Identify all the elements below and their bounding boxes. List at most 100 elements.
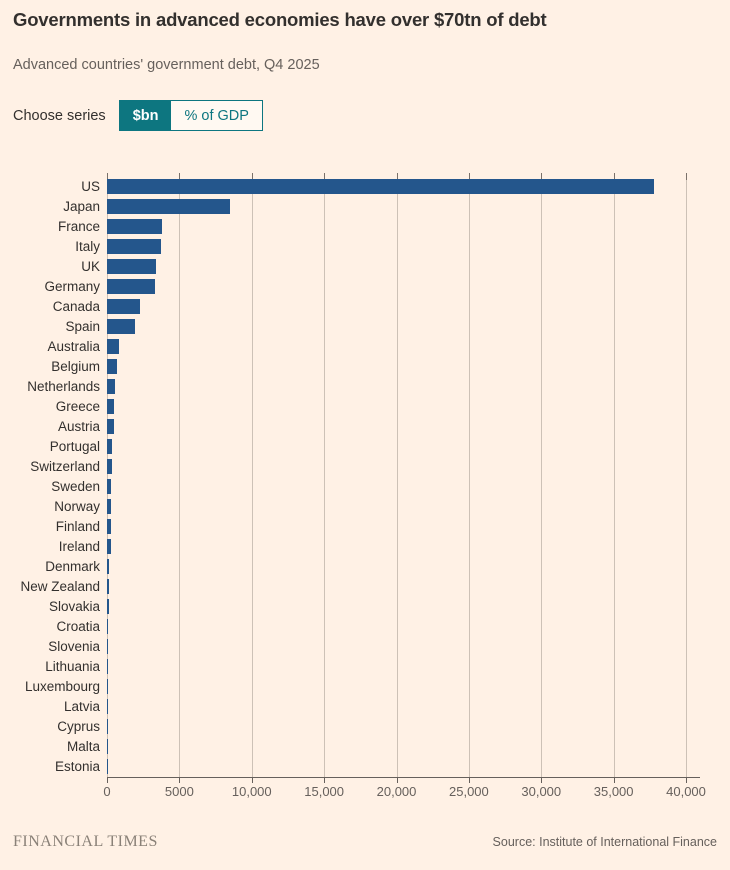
bar <box>107 319 136 334</box>
country-label: Slovakia <box>48 599 100 614</box>
bar-row: Australia <box>13 337 717 357</box>
bar-row: Switzerland <box>13 457 717 477</box>
axis-tick <box>613 778 615 783</box>
axis-tick <box>179 778 181 783</box>
bar-row: New Zealand <box>13 577 717 597</box>
gridline <box>613 176 615 778</box>
x-axis-labels: 0 5000 10,000 15,000 20,000 25,000 30,000 35,00… <box>103 778 706 800</box>
series-controls: Choose series $bn % of GDP <box>13 100 717 131</box>
country-label: Netherlands <box>27 379 100 394</box>
country-label: Estonia <box>54 759 100 774</box>
bar-row: Slovakia <box>13 597 717 617</box>
bar-track <box>107 737 686 757</box>
bar-track <box>107 237 686 257</box>
bar-track <box>107 177 686 197</box>
bar-track <box>107 217 686 237</box>
bar-track <box>107 617 686 637</box>
bar-row: France <box>13 217 717 237</box>
axis-tick <box>107 778 108 783</box>
bar <box>107 199 231 214</box>
chart-title: Governments in advanced economies have o… <box>13 9 547 30</box>
axis-tick <box>396 778 398 783</box>
bar-track <box>107 337 686 357</box>
financial-times-logo: FINANCIAL TIMES <box>13 833 158 850</box>
source-credit: Source: Institute of International Finan… <box>492 835 717 849</box>
axis-tick <box>468 778 470 783</box>
bar-row: Spain <box>13 317 717 337</box>
x-tick-label: 40,000 <box>666 784 706 799</box>
bar-row: Canada <box>13 297 717 317</box>
bar <box>107 539 111 554</box>
gridline <box>179 176 181 778</box>
bar <box>107 639 108 654</box>
bar <box>107 499 112 514</box>
bar-row: Ireland <box>13 537 717 557</box>
top-tick <box>468 173 470 180</box>
series-option-bn[interactable]: $bn <box>119 101 172 130</box>
country-label: Ireland <box>58 539 100 554</box>
bar-row: Belgium <box>13 357 717 377</box>
footer: FINANCIAL TIMES Source: Institute of Int… <box>13 833 717 851</box>
bar-row: Luxembourg <box>13 677 717 697</box>
country-label: Luxembourg <box>24 679 100 694</box>
bar-track <box>107 577 686 597</box>
bar-chart: US Japan France Italy UK Germany Canada Spain Au… <box>13 173 717 800</box>
gridline <box>686 176 687 778</box>
country-label: Austria <box>57 419 100 434</box>
country-label: Croatia <box>56 619 100 634</box>
country-label: Norway <box>54 499 100 514</box>
top-tick <box>251 173 253 180</box>
country-label: Sweden <box>51 479 100 494</box>
country-label: Latvia <box>63 699 100 714</box>
chart-subtitle: Advanced countries' government debt, Q4 … <box>13 57 320 73</box>
bar-row: Greece <box>13 397 717 417</box>
country-label: Portugal <box>49 439 100 454</box>
bar <box>107 759 108 774</box>
bar-track <box>107 697 686 717</box>
country-label: Belgium <box>51 359 100 374</box>
bar-row: Austria <box>13 417 717 437</box>
country-label: Slovenia <box>48 639 100 654</box>
bar-track <box>107 297 686 317</box>
bar <box>107 559 110 574</box>
bar-rows: US Japan France Italy UK Germany Canada Spain Au… <box>13 174 717 777</box>
country-label: Spain <box>65 319 100 334</box>
country-label: US <box>81 179 100 194</box>
bar-track <box>107 557 686 577</box>
bar-row: Sweden <box>13 477 717 497</box>
country-label: Denmark <box>45 559 100 574</box>
series-option-pct-gdp[interactable]: % of GDP <box>171 101 261 130</box>
bar-track <box>107 197 686 217</box>
bar-track <box>107 677 686 697</box>
bar <box>107 399 115 414</box>
bar <box>107 459 112 474</box>
country-label: France <box>57 219 100 234</box>
x-axis-line <box>107 777 700 778</box>
bar-row: Cyprus <box>13 717 717 737</box>
bar-track <box>107 517 686 537</box>
country-label: Cyprus <box>57 719 100 734</box>
bar <box>107 439 113 454</box>
bar-row: Estonia <box>13 757 717 777</box>
bar-row: US <box>13 177 717 197</box>
gridline <box>396 176 398 778</box>
bar-row: Malta <box>13 737 717 757</box>
gridline <box>251 176 253 778</box>
x-tick-label: 10,000 <box>231 784 272 799</box>
bar-row: UK <box>13 257 717 277</box>
country-label: Lithuania <box>45 659 100 674</box>
bar-track <box>107 437 686 457</box>
top-tick <box>541 173 543 180</box>
bar <box>107 659 108 674</box>
x-tick-label: 5000 <box>164 784 194 799</box>
bar <box>107 719 108 734</box>
bar-track <box>107 497 686 517</box>
bar-row: Lithuania <box>13 657 717 677</box>
bar <box>107 699 108 714</box>
bar <box>107 179 655 194</box>
bar-track <box>107 457 686 477</box>
bar <box>107 479 112 494</box>
bar <box>107 259 157 274</box>
country-label: UK <box>81 259 100 274</box>
country-label: Malta <box>66 739 100 754</box>
